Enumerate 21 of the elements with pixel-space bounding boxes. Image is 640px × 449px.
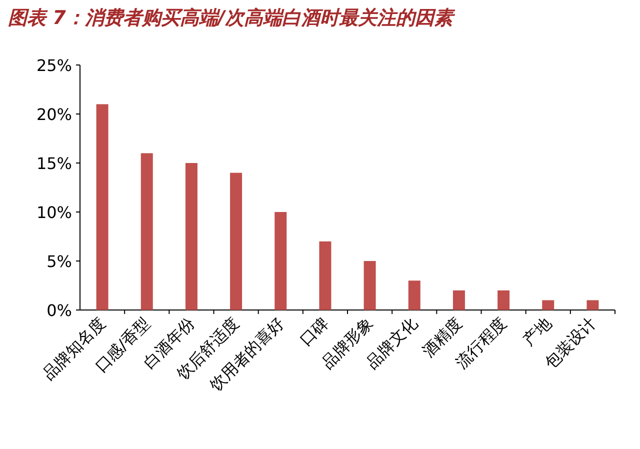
y-tick-label: 10% (36, 203, 72, 222)
chart-title: 图表 7：消费者购买高端/次高端白酒时最关注的因素 (8, 7, 456, 29)
bar (185, 163, 198, 310)
bar (274, 212, 287, 310)
bar (586, 300, 599, 310)
bar (542, 300, 554, 310)
bar (408, 280, 420, 310)
bar (364, 261, 376, 310)
bar (498, 290, 510, 310)
x-tick-label: 口碑 (296, 313, 332, 350)
bar (452, 290, 465, 310)
y-tick-label: 5% (46, 252, 72, 271)
bar (319, 241, 332, 310)
bar (230, 172, 242, 310)
y-tick-label: 20% (36, 105, 72, 124)
x-tick-label: 产地 (518, 313, 555, 350)
y-tick-label: 25% (36, 56, 72, 75)
bar (140, 153, 153, 310)
y-tick-label: 15% (36, 154, 72, 173)
bar (96, 104, 108, 310)
y-tick-label: 0% (46, 301, 72, 320)
